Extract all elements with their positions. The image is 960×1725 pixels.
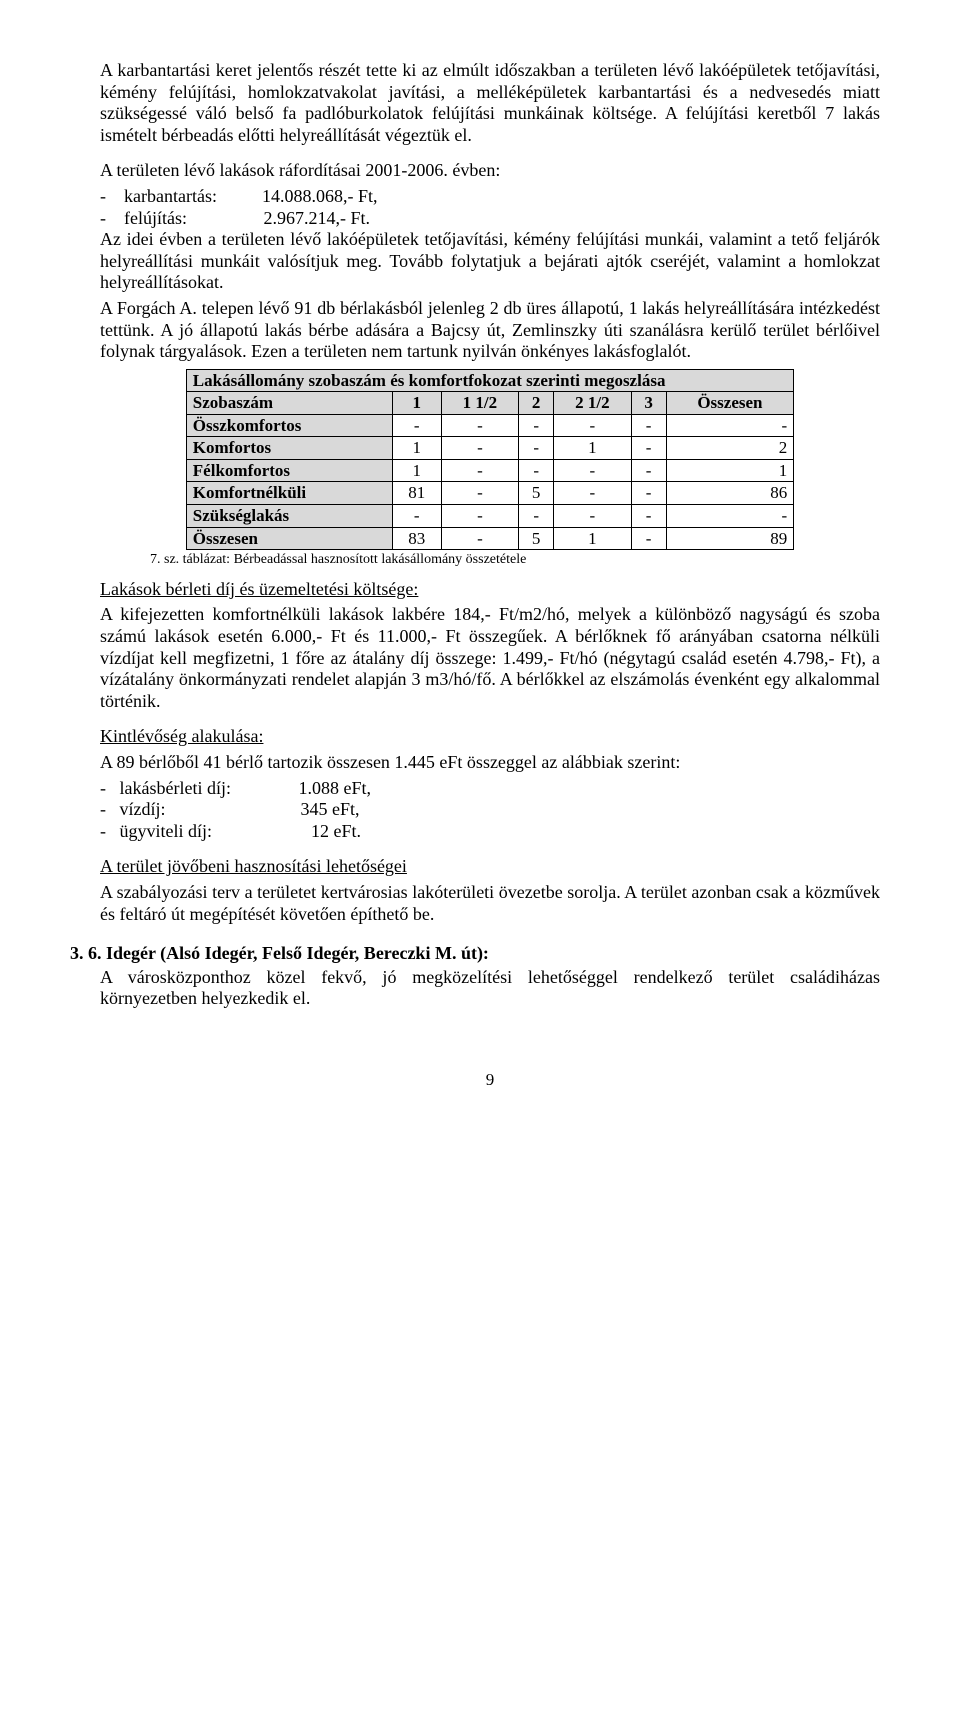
heading-rent: Lakások bérleti díj és üzemeltetési költ… xyxy=(100,579,880,601)
row-head: Összkomfortos xyxy=(186,414,392,437)
col-total: Összesen xyxy=(666,392,794,415)
debt-line-water: - vízdíj: 345 eFt, xyxy=(100,799,880,821)
col-1: 1 xyxy=(392,392,441,415)
cell: - xyxy=(441,459,518,482)
row-head: Félkomfortos xyxy=(186,459,392,482)
cell: - xyxy=(631,527,666,550)
table-title: Lakásállomány szobaszám és komfortfokoza… xyxy=(186,369,793,392)
cost-line-maintenance: - karbantartás: 14.088.068,- Ft, xyxy=(100,186,880,208)
col-szobaszam: Szobaszám xyxy=(186,392,392,415)
cell: 5 xyxy=(519,527,554,550)
cell: 89 xyxy=(666,527,794,550)
cell: - xyxy=(519,437,554,460)
row-head: Összesen xyxy=(186,527,392,550)
heading-debt: Kintlévőség alakulása: xyxy=(100,726,880,748)
cell: - xyxy=(554,459,631,482)
cell: 2 xyxy=(666,437,794,460)
cell: - xyxy=(441,437,518,460)
table-row: Összesen 83 - 5 1 - 89 xyxy=(186,527,793,550)
col-2: 2 xyxy=(519,392,554,415)
para-thisyear: Az idei évben a területen lévő lakóépüle… xyxy=(100,229,880,294)
cell: - xyxy=(519,414,554,437)
heading-rent-text: Lakások bérleti díj és üzemeltetési költ… xyxy=(100,579,418,599)
cell: - xyxy=(631,459,666,482)
table-caption: 7. sz. táblázat: Bérbeadással hasznosíto… xyxy=(150,552,880,569)
cell: 5 xyxy=(519,482,554,505)
cell: 86 xyxy=(666,482,794,505)
cell: 1 xyxy=(666,459,794,482)
cell: - xyxy=(554,482,631,505)
heading-future-text: A terület jövőbeni hasznosítási lehetősé… xyxy=(100,856,407,876)
cell: - xyxy=(519,505,554,528)
cell: - xyxy=(392,505,441,528)
col-1half: 1 1/2 xyxy=(441,392,518,415)
cell: - xyxy=(441,482,518,505)
cell: 1 xyxy=(392,459,441,482)
cell: 83 xyxy=(392,527,441,550)
para-future: A szabályozási terv a területet kertváro… xyxy=(100,882,880,925)
cell: 1 xyxy=(554,437,631,460)
row-head: Komfortnélküli xyxy=(186,482,392,505)
table-row: Félkomfortos 1 - - - - 1 xyxy=(186,459,793,482)
cell: - xyxy=(666,414,794,437)
cell: - xyxy=(392,414,441,437)
heading-future: A terület jövőbeni hasznosítási lehetősé… xyxy=(100,856,880,878)
para-debt: A 89 bérlőből 41 bérlő tartozik összesen… xyxy=(100,752,880,774)
section-heading-ideger: 3. 6. Idegér (Alsó Idegér, Felső Idegér,… xyxy=(70,943,880,965)
para-rent: A kifejezetten komfortnélküli lakások la… xyxy=(100,604,880,712)
cell: 1 xyxy=(554,527,631,550)
table-row: Komfortos 1 - - 1 - 2 xyxy=(186,437,793,460)
col-3: 3 xyxy=(631,392,666,415)
table-row: Összkomfortos - - - - - - xyxy=(186,414,793,437)
table-row: Komfortnélküli 81 - 5 - - 86 xyxy=(186,482,793,505)
col-2half: 2 1/2 xyxy=(554,392,631,415)
cell: - xyxy=(631,505,666,528)
heading-debt-text: Kintlévőség alakulása: xyxy=(100,726,263,746)
debt-line-admin: - ügyviteli díj: 12 eFt. xyxy=(100,821,880,843)
para-ideger: A városközponthoz közel fekvő, jó megköz… xyxy=(100,967,880,1010)
cell: 1 xyxy=(392,437,441,460)
row-head: Szükséglakás xyxy=(186,505,392,528)
table-row: Szükséglakás - - - - - - xyxy=(186,505,793,528)
housing-table: Lakásállomány szobaszám és komfortfokoza… xyxy=(186,369,794,550)
cell: - xyxy=(631,414,666,437)
para-intro: A karbantartási keret jelentős részét te… xyxy=(100,60,880,146)
cell: 81 xyxy=(392,482,441,505)
debt-line-rent: - lakásbérleti díj: 1.088 eFt, xyxy=(100,778,880,800)
cell: - xyxy=(554,414,631,437)
cost-line-renovation: - felújítás: 2.967.214,- Ft. xyxy=(100,208,880,230)
cell: - xyxy=(554,505,631,528)
cell: - xyxy=(631,437,666,460)
cell: - xyxy=(441,414,518,437)
cell: - xyxy=(441,527,518,550)
cell: - xyxy=(666,505,794,528)
para-costs-head: A területen lévő lakások ráfordításai 20… xyxy=(100,160,880,182)
row-head: Komfortos xyxy=(186,437,392,460)
para-forgach: A Forgách A. telepen lévő 91 db bérlakás… xyxy=(100,298,880,363)
cell: - xyxy=(519,459,554,482)
cell: - xyxy=(631,482,666,505)
page-number: 9 xyxy=(100,1070,880,1090)
cell: - xyxy=(441,505,518,528)
